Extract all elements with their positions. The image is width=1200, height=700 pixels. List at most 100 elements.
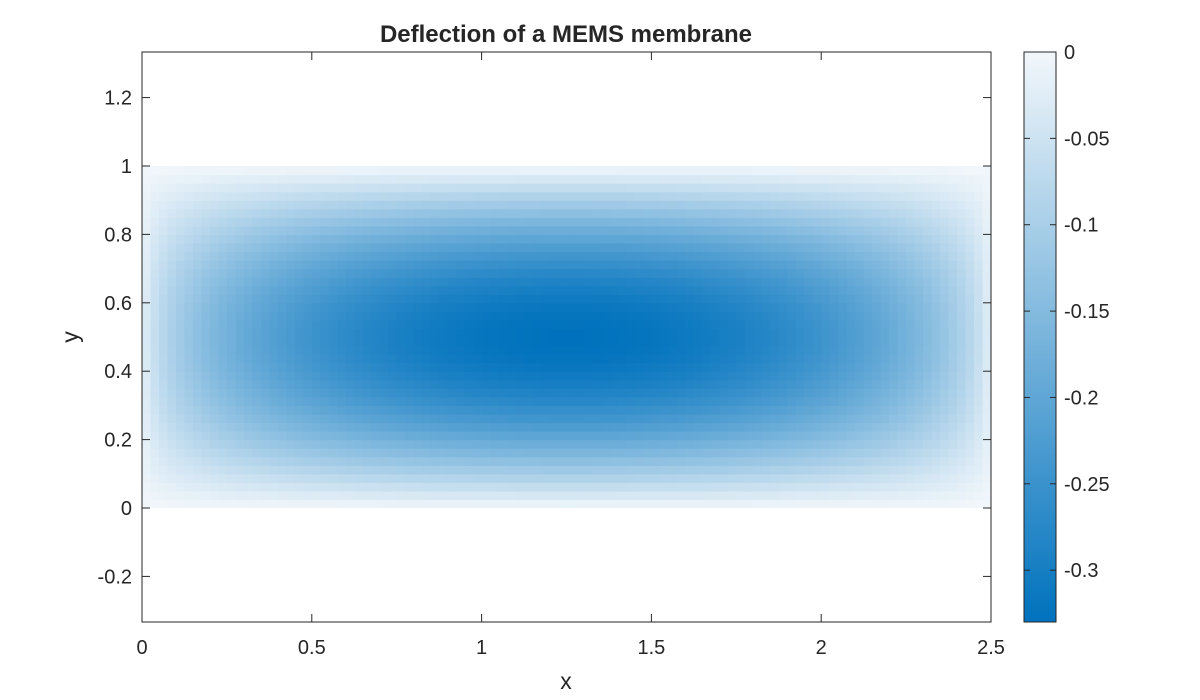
- heatmap-cell: [252, 277, 262, 287]
- heatmap-cell: [974, 174, 984, 184]
- heatmap-cell: [473, 396, 483, 406]
- heatmap-cell: [795, 277, 805, 287]
- heatmap-cell: [617, 285, 627, 295]
- heatmap-cell: [558, 371, 568, 381]
- heatmap-cell: [770, 242, 780, 253]
- heatmap-cell: [804, 354, 814, 364]
- heatmap-cell: [252, 499, 262, 509]
- heatmap-cell: [863, 413, 873, 424]
- heatmap-cell: [812, 242, 822, 253]
- heatmap-cell: [405, 200, 415, 210]
- heatmap-cell: [787, 456, 797, 466]
- heatmap-cell: [158, 277, 169, 287]
- heatmap-cell: [821, 200, 831, 210]
- heatmap-cell: [541, 396, 551, 406]
- heatmap-cell: [473, 234, 483, 244]
- heatmap-cell: [507, 465, 517, 475]
- heatmap-cell: [175, 260, 186, 270]
- heatmap-cell: [668, 294, 678, 304]
- heatmap-cell: [753, 311, 763, 321]
- heatmap-cell: [600, 379, 610, 389]
- heatmap-cell: [439, 183, 449, 193]
- heatmap-cell: [608, 413, 619, 424]
- heatmap-cell: [880, 183, 890, 193]
- heatmap-cell: [863, 302, 873, 312]
- heatmap-cell: [702, 208, 712, 218]
- heatmap-cell: [838, 490, 848, 501]
- heatmap-cell: [668, 499, 678, 509]
- heatmap-cell: [498, 225, 508, 235]
- heatmap-cell: [269, 388, 279, 398]
- heatmap-cell: [175, 183, 186, 193]
- heatmap-cell: [795, 379, 805, 389]
- heatmap-cell: [269, 191, 279, 201]
- heatmap-cell: [405, 328, 415, 338]
- heatmap-cell: [142, 217, 152, 227]
- heatmap-cell: [838, 473, 848, 483]
- heatmap-cell: [379, 482, 389, 492]
- heatmap-cell: [829, 260, 839, 270]
- heatmap-cell: [965, 371, 975, 381]
- heatmap-cell: [532, 277, 542, 287]
- heatmap-cell: [889, 234, 899, 244]
- heatmap-cell: [957, 388, 967, 398]
- heatmap-cell: [345, 191, 355, 201]
- heatmap-cell: [744, 354, 754, 364]
- heatmap-cell: [413, 345, 423, 355]
- heatmap-cell: [591, 456, 602, 466]
- heatmap-cell: [957, 431, 967, 441]
- heatmap-cell: [778, 225, 788, 235]
- heatmap-cell: [379, 396, 389, 406]
- heatmap-cell: [702, 319, 712, 330]
- heatmap-cell: [829, 396, 839, 406]
- heatmap-cell: [719, 234, 729, 244]
- heatmap-cell: [702, 371, 712, 381]
- heatmap-cell: [566, 448, 576, 458]
- heatmap-cell: [490, 499, 500, 509]
- colorbar-gradient: [1024, 52, 1056, 622]
- heatmap-cell: [625, 183, 636, 193]
- heatmap-cell: [804, 379, 814, 389]
- heatmap-cell: [617, 379, 627, 389]
- heatmap-cell: [591, 260, 602, 270]
- heatmap-cell: [795, 285, 805, 295]
- heatmap-cell: [252, 473, 262, 483]
- heatmap-cell: [209, 251, 220, 261]
- heatmap-cell: [175, 413, 186, 424]
- x-axis-label: x: [560, 668, 572, 694]
- heatmap-cell: [150, 337, 160, 347]
- heatmap-cell: [379, 311, 389, 321]
- heatmap-cell: [736, 482, 746, 492]
- heatmap-cell: [880, 234, 890, 244]
- heatmap-cell: [753, 234, 763, 244]
- heatmap-cell: [625, 499, 636, 509]
- heatmap-cell: [320, 448, 330, 458]
- heatmap-cell: [524, 354, 534, 364]
- heatmap-cell: [447, 294, 457, 304]
- heatmap-cell: [413, 456, 423, 466]
- heatmap-cell: [574, 413, 585, 424]
- heatmap-cell: [608, 328, 619, 338]
- heatmap-cell: [753, 362, 763, 372]
- heatmap-cell: [277, 482, 287, 492]
- heatmap-cell: [558, 285, 568, 295]
- heatmap-cell: [345, 302, 355, 312]
- heatmap-cell: [838, 174, 848, 184]
- heatmap-cell: [481, 448, 491, 458]
- heatmap-cell: [591, 208, 602, 218]
- heatmap-cell: [507, 311, 517, 321]
- heatmap-cell: [447, 362, 457, 372]
- heatmap-cell: [150, 294, 160, 304]
- heatmap-cell: [744, 260, 754, 270]
- heatmap-cell: [642, 388, 652, 398]
- heatmap-cell: [685, 234, 695, 244]
- heatmap-cell: [821, 302, 831, 312]
- heatmap-cell: [371, 431, 381, 441]
- heatmap-cell: [974, 277, 984, 287]
- heatmap-cell: [269, 456, 279, 466]
- heatmap-cell: [617, 294, 627, 304]
- heatmap-cell: [931, 251, 941, 261]
- heatmap-cell: [685, 183, 695, 193]
- heatmap-cell: [761, 431, 771, 441]
- heatmap-cell: [770, 165, 780, 176]
